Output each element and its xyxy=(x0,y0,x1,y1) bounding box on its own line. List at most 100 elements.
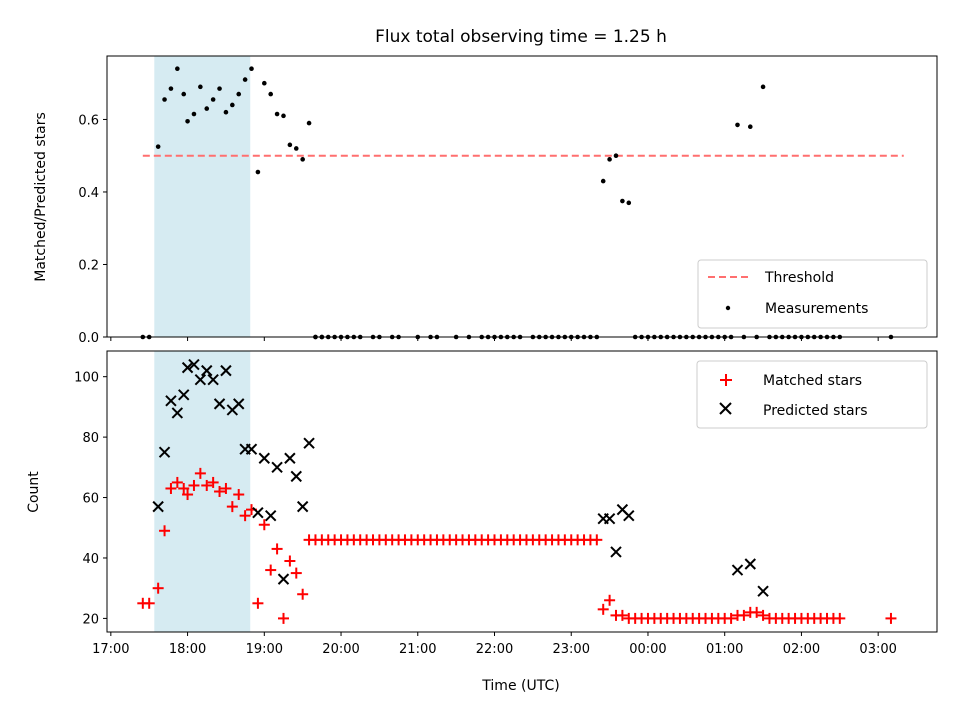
matched-star-point xyxy=(152,582,164,594)
predicted-mark-b xyxy=(284,452,296,464)
predicted-star-point xyxy=(213,398,226,410)
matched-star-point xyxy=(616,609,628,621)
legend-predicted-swatch xyxy=(719,402,732,415)
x-tick-label: 20:00 xyxy=(322,642,359,657)
bottom-ytick-label: 20 xyxy=(82,612,99,627)
predicted-star-point xyxy=(264,509,277,522)
matched-star-point xyxy=(725,612,737,624)
predicted-star-point xyxy=(245,443,258,455)
predicted-mark-b xyxy=(165,395,177,407)
predicted-mark-b xyxy=(296,500,309,513)
chart-title: Flux total observing time = 1.25 h xyxy=(375,27,667,47)
bottom-plot-frame xyxy=(106,350,938,633)
matched-star-point xyxy=(201,479,213,491)
matched-star-point xyxy=(171,476,183,488)
measurement-point xyxy=(626,200,632,206)
matched-star-point xyxy=(757,609,769,621)
predicted-star-point xyxy=(277,573,290,585)
x-tick-label: 03:00 xyxy=(859,642,896,657)
predicted-star-point xyxy=(152,500,164,513)
predicted-star-point xyxy=(284,452,296,464)
bottom-y-axis-label: Count xyxy=(26,471,42,513)
predicted-mark-b xyxy=(744,558,756,570)
predicted-mark-b xyxy=(264,509,277,522)
top-ytick-label: 0.6 xyxy=(78,113,99,128)
x-tick-label: 01:00 xyxy=(706,642,743,657)
predicted-mark-b xyxy=(610,546,622,558)
measurement-point xyxy=(155,144,161,149)
predicted-mark-b xyxy=(757,585,769,597)
matched-star-point xyxy=(834,612,846,624)
predicted-star-point xyxy=(194,373,207,386)
measurement-point xyxy=(249,66,254,71)
matched-star-point xyxy=(226,501,238,513)
predicted-mark-b xyxy=(303,437,315,449)
matched-star-point xyxy=(591,534,603,546)
predicted-mark-b xyxy=(271,461,283,474)
predicted-star-point xyxy=(271,461,283,474)
top-plot-frame xyxy=(106,55,938,338)
predicted-mark-b xyxy=(277,573,290,585)
predicted-star-point xyxy=(303,437,315,449)
measurement-point xyxy=(268,91,273,97)
legend-predicted-label: Predicted stars xyxy=(763,403,868,419)
predicted-star-point xyxy=(252,506,264,519)
measurement-point xyxy=(204,106,210,111)
top-shaded-interval xyxy=(154,56,251,337)
measurement-point xyxy=(168,86,174,91)
predicted-star-point xyxy=(623,509,635,522)
matched-star-point xyxy=(271,543,283,555)
top-ytick-label: 0.0 xyxy=(78,331,99,346)
predicted-star-point xyxy=(603,512,616,525)
predicted-mark-b xyxy=(616,503,629,516)
predicted-mark-b xyxy=(258,452,271,464)
top-ytick-label: 0.2 xyxy=(78,258,99,273)
predicted-star-point xyxy=(296,500,309,513)
matched-star-point xyxy=(751,606,763,618)
predicted-star-point xyxy=(290,470,302,483)
x-tick-label: 22:00 xyxy=(476,642,513,657)
predicted-star-point xyxy=(158,446,171,458)
bottom-ytick-label: 80 xyxy=(82,431,99,446)
legend-measurement-swatch xyxy=(725,305,731,311)
bottom-shaded-interval xyxy=(154,351,251,632)
matched-star-point xyxy=(143,597,155,609)
x-tick-label: 17:00 xyxy=(92,642,129,657)
matched-star-point xyxy=(297,588,309,600)
legend-matched-label: Matched stars xyxy=(763,373,862,389)
measurement-point xyxy=(223,109,229,115)
predicted-mark-b xyxy=(603,512,616,525)
predicted-mark-b xyxy=(194,373,207,386)
predicted-mark-b xyxy=(181,361,194,374)
measurement-point xyxy=(274,111,280,117)
matched-star-point xyxy=(277,612,289,624)
measurement-point xyxy=(262,80,267,86)
measurement-point xyxy=(607,157,612,162)
x-axis-label: Time (UTC) xyxy=(481,678,559,694)
predicted-star-point xyxy=(181,361,194,374)
x-tick-label: 23:00 xyxy=(553,642,590,657)
predicted-mark-b xyxy=(290,470,302,483)
measurement-point xyxy=(293,146,299,151)
predicted-star-point xyxy=(220,364,232,377)
matched-star-point xyxy=(182,489,194,501)
predicted-mark-b xyxy=(220,364,232,377)
predicted-star-point xyxy=(171,407,184,419)
bottom-legend: Matched stars Predicted stars xyxy=(696,360,928,429)
bottom-ytick-label: 60 xyxy=(82,492,99,507)
measurement-point xyxy=(281,113,286,119)
x-tick-label: 18:00 xyxy=(169,642,206,657)
predicted-mark-b xyxy=(188,358,200,371)
measurement-point xyxy=(300,157,305,162)
measurement-point xyxy=(185,118,190,124)
predicted-star-point xyxy=(165,395,177,407)
predicted-mark-b xyxy=(213,398,226,410)
predicted-star-point xyxy=(178,389,190,401)
matched-star-point xyxy=(194,467,206,479)
measurement-point xyxy=(210,97,216,102)
matched-star-point xyxy=(233,489,245,501)
measurement-point xyxy=(735,122,740,128)
predicted-mark-b xyxy=(731,564,744,576)
predicted-star-point xyxy=(188,358,200,371)
